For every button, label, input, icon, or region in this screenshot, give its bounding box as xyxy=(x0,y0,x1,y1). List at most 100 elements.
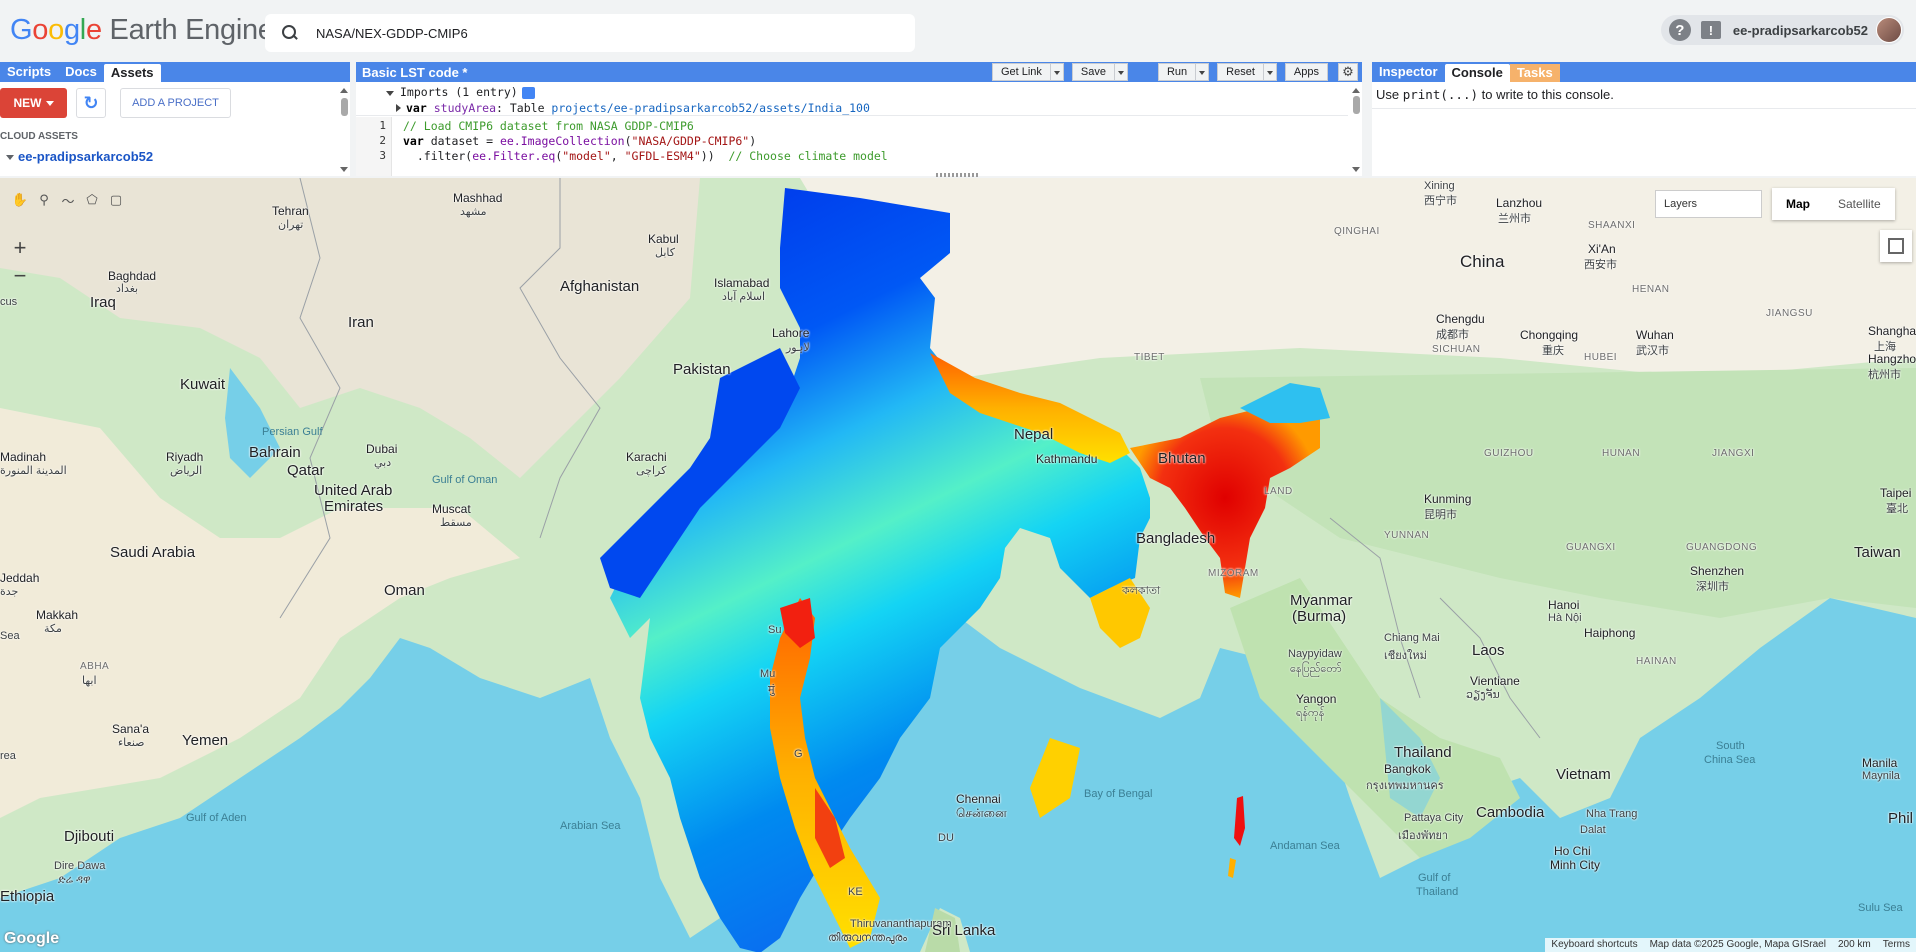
code-line-2[interactable]: var dataset = ee.ImageCollection("NASA/G… xyxy=(403,134,757,148)
right-tabbar: Inspector Console Tasks xyxy=(1372,62,1916,82)
map-label: Myanmar xyxy=(1290,592,1353,609)
project-selector[interactable]: ee-pradipsarkarcob52 xyxy=(1732,22,1868,38)
terms-link[interactable]: Terms xyxy=(1882,939,1910,950)
map-label: Bangkok xyxy=(1384,762,1431,776)
map-type-satellite-button[interactable]: Satellite xyxy=(1838,197,1881,211)
refresh-button[interactable]: ↻ xyxy=(76,88,106,118)
avatar[interactable] xyxy=(1876,17,1902,43)
panel-resize-handle[interactable] xyxy=(936,173,980,177)
search-bar[interactable]: NASA/NEX-GDDP-CMIP6 xyxy=(265,14,915,52)
imports-section[interactable]: Imports (1 entry) var studyArea: Table p… xyxy=(356,84,1348,116)
map-label: Yemen xyxy=(182,732,229,749)
run-dropdown[interactable] xyxy=(1195,63,1210,81)
map-attribution: Keyboard shortcuts Map data ©2025 Google… xyxy=(1545,938,1916,952)
map-label: Yangon xyxy=(1296,692,1337,706)
map-label: Cambodia xyxy=(1476,804,1545,821)
map-label: 杭州市 xyxy=(1868,369,1901,381)
feedback-icon[interactable]: ! xyxy=(1700,21,1721,39)
run-button[interactable]: Run xyxy=(1157,63,1197,81)
draw-rectangle-icon[interactable]: ▢ xyxy=(109,192,123,207)
map-label: Karachi xyxy=(626,450,667,464)
keyboard-shortcuts-link[interactable]: Keyboard shortcuts xyxy=(1551,939,1638,950)
map-label: Thailand xyxy=(1394,744,1452,761)
map-label: KE xyxy=(848,886,863,898)
tab-assets[interactable]: Assets xyxy=(103,64,161,82)
map-label: Lahore xyxy=(772,326,810,340)
map-label: Kuwait xyxy=(180,376,226,393)
map-label: Saudi Arabia xyxy=(110,544,196,561)
map-label: HUNAN xyxy=(1602,448,1641,459)
map-label: နေပြည်တော် xyxy=(1290,663,1342,675)
map-type-map-button[interactable]: Map xyxy=(1786,197,1810,211)
scale-bar[interactable]: 200 km xyxy=(1837,939,1871,950)
code-line-1[interactable]: // Load CMIP6 dataset from NASA GDDP-CMI… xyxy=(403,119,694,133)
search-input[interactable]: NASA/NEX-GDDP-CMIP6 xyxy=(316,25,468,41)
map-label: Pattaya City xyxy=(1404,812,1464,824)
tab-console[interactable]: Console xyxy=(1444,64,1510,82)
search-icon[interactable] xyxy=(282,25,298,41)
map-label: Kunming xyxy=(1424,492,1472,506)
console-divider xyxy=(1372,108,1916,109)
save-dropdown[interactable] xyxy=(1113,63,1128,81)
editor-toolbar: Basic LST code * Get Link Save Run Reset… xyxy=(356,62,1362,82)
map-label: QINGHAI xyxy=(1334,226,1380,237)
map-label: cus xyxy=(0,296,18,308)
northeast-hotspot xyxy=(1130,398,1320,598)
map-label: Shangha xyxy=(1868,324,1916,338)
gear-icon[interactable]: ⚙ xyxy=(1338,63,1358,81)
map-label: Nepal xyxy=(1014,426,1054,443)
tab-scripts[interactable]: Scripts xyxy=(7,64,52,79)
zoom-in-button[interactable]: + xyxy=(13,235,27,260)
expand-import-icon[interactable] xyxy=(396,104,401,112)
code-editor[interactable]: Imports (1 entry) var studyArea: Table p… xyxy=(356,82,1362,176)
draw-line-icon[interactable]: 〜 xyxy=(61,193,75,209)
map-label: Lanzhou xyxy=(1496,196,1543,210)
get-link-button[interactable]: Get Link xyxy=(991,63,1051,81)
map-label: 昆明市 xyxy=(1424,509,1457,521)
pan-hand-icon[interactable]: ✋ xyxy=(11,192,29,207)
help-icon[interactable]: ? xyxy=(1668,19,1691,41)
reset-button[interactable]: Reset xyxy=(1217,63,1264,81)
map-label: Makkah xyxy=(36,608,79,622)
map-label: Arabian Sea xyxy=(560,820,621,832)
map-label: ድሬ ዳዋ xyxy=(58,874,91,886)
apps-button[interactable]: Apps xyxy=(1284,63,1328,81)
tab-docs[interactable]: Docs xyxy=(65,64,97,79)
show-script-icon[interactable] xyxy=(521,86,535,99)
earth-engine-logo[interactable]: Google Earth Engine xyxy=(10,14,274,46)
cloud-assets-heading: CLOUD ASSETS xyxy=(0,131,78,142)
get-link-dropdown[interactable] xyxy=(1049,63,1064,81)
layers-dropdown[interactable]: Layers xyxy=(1655,190,1762,218)
draw-shape-icon[interactable]: ⬠ xyxy=(86,192,98,207)
save-button[interactable]: Save xyxy=(1071,63,1115,81)
map-label: Chongqing xyxy=(1520,328,1579,342)
map-label: Naypyidaw xyxy=(1288,648,1342,660)
reset-dropdown[interactable] xyxy=(1262,63,1277,81)
code-line-3[interactable]: .filter(ee.Filter.eq("model", "GFDL-ESM4… xyxy=(403,149,888,163)
tab-inspector[interactable]: Inspector xyxy=(1379,64,1438,79)
map-label: ရန်ကုန် xyxy=(1296,707,1325,719)
expand-icon[interactable] xyxy=(6,155,14,161)
new-button[interactable]: NEW xyxy=(0,88,67,118)
left-scrollbar[interactable] xyxy=(338,84,350,176)
map-label: بغداد xyxy=(116,283,139,295)
map-label: الرياض xyxy=(170,465,203,477)
add-marker-icon[interactable]: ⚲ xyxy=(39,192,49,207)
map-label: جدة xyxy=(0,586,19,598)
map-label: 武汉市 xyxy=(1636,345,1669,357)
map-view[interactable]: Tehran تهران Mashhad مشهد Kabul کابل Afg… xyxy=(0,178,1916,952)
map-label: rea xyxy=(0,750,16,762)
map-label: Oman xyxy=(384,582,425,599)
fullscreen-button[interactable] xyxy=(1880,230,1912,262)
header: Google Earth Engine NASA/NEX-GDDP-CMIP6 … xyxy=(0,0,1916,62)
map-label: China xyxy=(1460,252,1505,271)
map-label: 兰州市 xyxy=(1498,213,1531,225)
add-project-button[interactable]: ADD A PROJECT xyxy=(120,88,231,118)
collapse-imports-icon[interactable] xyxy=(386,91,394,96)
asset-project-item[interactable]: ee-pradipsarkarcob52 xyxy=(6,149,153,164)
map-label: 臺北 xyxy=(1886,503,1908,515)
tab-tasks[interactable]: Tasks xyxy=(1509,64,1560,82)
zoom-out-button[interactable]: − xyxy=(13,263,27,288)
map-label: Chennai xyxy=(956,792,1001,806)
editor-scrollbar[interactable] xyxy=(1350,84,1362,176)
